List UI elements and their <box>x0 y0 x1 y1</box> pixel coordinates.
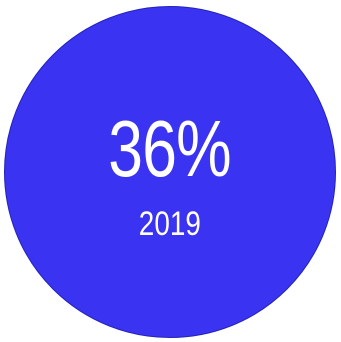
stat-year: 2019 <box>138 205 202 243</box>
stat-percentage: 36% <box>108 104 232 193</box>
stat-circle: 36% 2019 <box>4 6 336 338</box>
